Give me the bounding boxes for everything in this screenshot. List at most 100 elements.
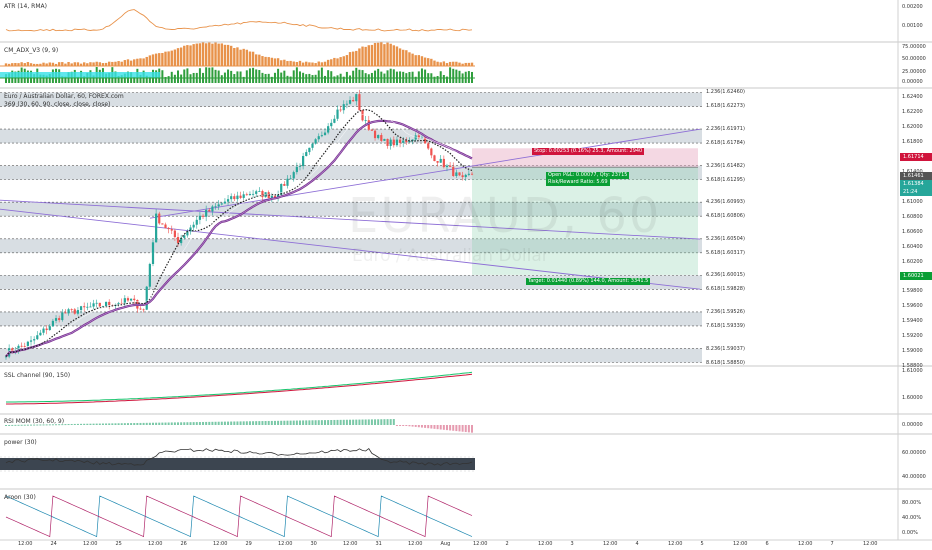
- price-tick: 1.60400: [902, 243, 923, 250]
- target-label[interactable]: Target: 0.01440 (0.89%) 144.0, Amount: 3…: [526, 278, 651, 285]
- adx-bar-down: [270, 76, 273, 83]
- adx-bar-down: [292, 70, 295, 83]
- rsi-bar: [277, 420, 280, 425]
- price-tick: 1.62200: [902, 108, 923, 115]
- open-pnl-label[interactable]: Open P&L: 0.00077, Qty: 23715: [546, 172, 630, 179]
- adx-bar-up: [255, 54, 258, 66]
- adx-bar-up: [48, 62, 51, 66]
- adx-bar-down: [458, 70, 461, 83]
- candle-body: [89, 306, 92, 308]
- rsi-title[interactable]: RSI MOM (30, 60, 9): [4, 418, 65, 425]
- rsi-bar: [58, 424, 61, 426]
- adx-bar-up: [358, 48, 361, 66]
- candle-body: [73, 309, 76, 314]
- adx-bar-up: [139, 58, 142, 66]
- candle-body: [104, 301, 108, 307]
- candle-body: [201, 215, 205, 217]
- adx-bar-down: [352, 70, 355, 83]
- aroon-title[interactable]: Aroon (30): [4, 494, 36, 501]
- adx-bar-up: [126, 59, 130, 66]
- candle-body: [348, 100, 352, 104]
- rsi-bar: [377, 419, 380, 425]
- rsi-bar: [192, 422, 195, 425]
- adx-bar-up: [145, 56, 148, 66]
- candle-body: [289, 178, 292, 180]
- target-price-badge: 1.60021: [900, 272, 932, 280]
- ma-line-highlight: [5, 120, 473, 357]
- stop-label[interactable]: Stop: 0.00253 (0.16%) 25.3, Amount: 2940: [532, 148, 645, 155]
- adx-bar-up: [411, 53, 414, 66]
- rsi-bar: [342, 419, 345, 425]
- adx-bar-up: [220, 43, 223, 66]
- adx-bar-up: [270, 57, 274, 66]
- power-title[interactable]: power (30): [4, 439, 37, 446]
- adx-bar-down: [286, 75, 289, 83]
- adx-bar-up: [86, 63, 89, 66]
- adx-bar-up: [314, 63, 317, 66]
- main-title[interactable]: Euro / Australian Dollar, 60, FOREX.com: [4, 93, 124, 100]
- rsi-bar: [339, 419, 342, 425]
- candle-body: [233, 196, 236, 200]
- entry-price-badge: 1.61461: [900, 172, 932, 180]
- rsi-bar: [111, 423, 114, 425]
- fib-level-label: 1.236(1.62460): [706, 89, 745, 96]
- adx-bar-up: [295, 61, 299, 66]
- rsi-bar: [298, 420, 301, 425]
- adx-bar-up: [23, 63, 26, 66]
- candle-body: [83, 306, 86, 308]
- adx-bar-down: [380, 71, 383, 83]
- adx-bar-up: [214, 42, 217, 66]
- adx-bar-up: [129, 60, 133, 66]
- adx-bar-up: [323, 61, 327, 66]
- atr-title[interactable]: ATR (14, RMA): [4, 3, 47, 10]
- adx-bar-down: [442, 74, 445, 83]
- rsi-bar: [417, 425, 420, 428]
- indicator-title[interactable]: 369 (30, 60, 90, close, close, close): [4, 101, 111, 108]
- rsi-bar: [186, 422, 189, 425]
- adx-bar-up: [308, 62, 311, 66]
- adx-bar-down: [83, 76, 86, 83]
- rsi-bar: [208, 421, 211, 425]
- time-axis-label: 2: [505, 541, 509, 547]
- adx-bar-down: [139, 74, 142, 83]
- risk-reward-label[interactable]: Risk/Reward Ratio: 5.69: [546, 179, 610, 186]
- candle-body: [392, 139, 395, 146]
- adx-bar-up: [289, 60, 292, 66]
- candle-body: [242, 194, 245, 198]
- price-tick: 1.59800: [902, 288, 923, 295]
- candle-body: [330, 122, 333, 127]
- rsi-bar: [120, 423, 123, 425]
- adx-bar-down: [161, 70, 164, 83]
- atr-tick: 0.00100: [902, 23, 923, 29]
- rsi-bar: [427, 425, 430, 429]
- adx-bar-down: [439, 71, 442, 83]
- candle-body: [58, 318, 61, 321]
- adx-bar-up: [64, 63, 67, 66]
- candle-body: [4, 356, 8, 358]
- adx-bar-up: [229, 45, 233, 66]
- rsi-bar: [467, 425, 470, 433]
- adx-bar-down: [317, 70, 320, 83]
- fib-band: [0, 311, 702, 326]
- candle-body: [380, 135, 383, 141]
- candle-body: [342, 104, 345, 111]
- candle-body: [402, 140, 405, 143]
- candle-body: [398, 139, 402, 143]
- adx-bar-down: [386, 70, 389, 83]
- candle-body: [98, 302, 101, 307]
- adx-bar-up: [273, 58, 277, 66]
- power-tick: 60.00000: [902, 450, 926, 456]
- adx-title[interactable]: CM_ADX_V3 (9, 9): [4, 47, 59, 54]
- adx-bar-down: [455, 69, 458, 83]
- candle-body: [120, 302, 123, 304]
- candle-body: [126, 298, 130, 301]
- candle-body: [327, 126, 330, 133]
- candle-body: [270, 196, 273, 199]
- adx-bar-up: [211, 43, 214, 66]
- ssl-title[interactable]: SSL channel (90, 150): [4, 372, 71, 379]
- time-axis-label: 12:00: [83, 541, 98, 547]
- adx-bar-up: [317, 61, 320, 66]
- symbol-watermark: EURAUD, 60: [348, 188, 662, 244]
